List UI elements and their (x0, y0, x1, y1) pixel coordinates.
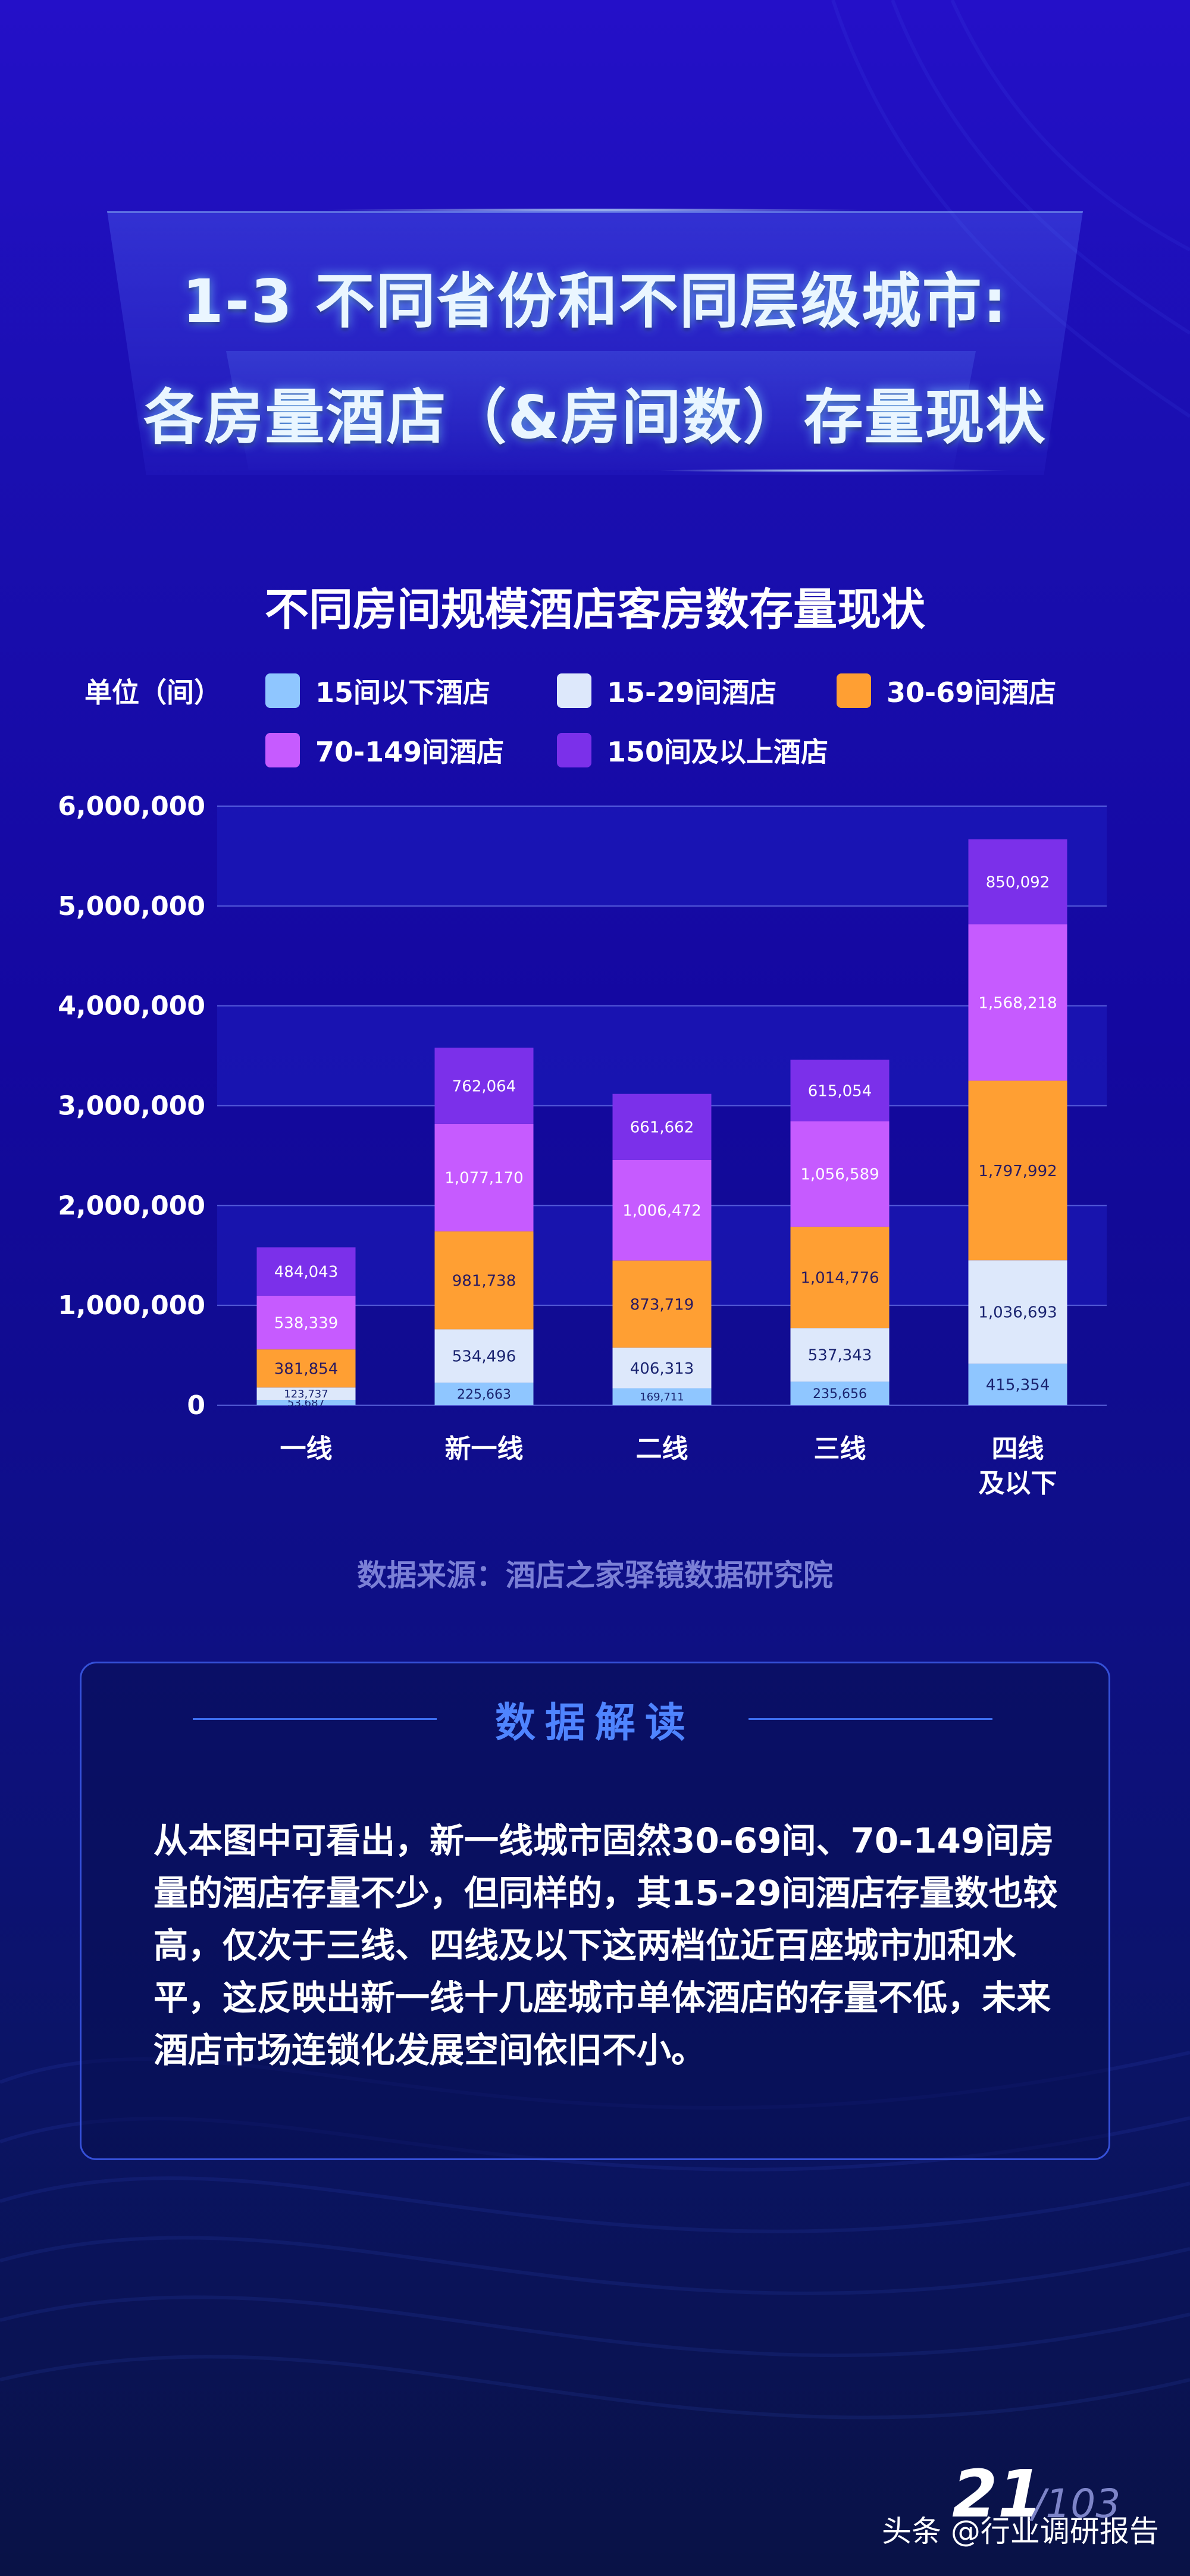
legend-label: 30-69间酒店 (887, 676, 1057, 709)
bar-data-label: 381,854 (274, 1361, 339, 1378)
y-tick-label: 0 (187, 1390, 205, 1421)
title-glow-top (321, 208, 869, 212)
reading-panel (80, 1662, 1110, 2160)
bar-data-label: 169,711 (640, 1391, 684, 1403)
bar-segment (256, 1247, 356, 1296)
legend-swatch (837, 673, 871, 708)
bar-data-label: 1,797,992 (978, 1162, 1057, 1180)
title-panel (107, 211, 1083, 475)
bar-segment (612, 1093, 712, 1160)
bar-data-label: 123,737 (284, 1388, 328, 1400)
bar-segment (790, 1060, 890, 1121)
bar-segment (790, 1226, 890, 1328)
bar-segment (256, 1349, 356, 1388)
bar-segment (434, 1123, 534, 1231)
reading-title: 数据解读 (494, 1700, 695, 1747)
data-source: 数据来源：酒店之家驿镜数据研究院 (357, 1558, 833, 1593)
x-tick-label: 一线 (280, 1434, 333, 1464)
page-title-line2: 各房量酒店（&房间数）存量现状 (143, 383, 1047, 452)
bar-data-label: 538,339 (274, 1314, 339, 1332)
reading-text: 从本图中可看出，新一线城市固然30-69间、70-149间房量的酒店存量不少，但… (154, 1820, 1058, 2070)
bar-segment (256, 1399, 356, 1405)
bar-segment (434, 1329, 534, 1383)
reading-rule-left (193, 1718, 437, 1720)
bar-data-label: 1,006,472 (622, 1202, 701, 1220)
grid-band (217, 1005, 1107, 1106)
bar-data-label: 615,054 (808, 1082, 872, 1100)
bar-data-label: 406,313 (630, 1360, 694, 1378)
bar-segment (968, 1364, 1067, 1405)
bar-segment (968, 1080, 1067, 1261)
bar-data-label: 981,738 (452, 1272, 516, 1290)
bar-segment (434, 1383, 534, 1405)
legend-item-70-149: 70-149间酒店 (265, 731, 504, 770)
y-tick-label: 6,000,000 (58, 791, 205, 822)
page-title-line1: 1-3 不同省份和不同层级城市: (182, 267, 1008, 336)
reading-rule-right (749, 1718, 992, 1720)
bar-segment (434, 1231, 534, 1330)
bar-segment (256, 1295, 356, 1350)
bar-data-label: 484,043 (274, 1264, 339, 1281)
bar-data-label: 1,014,776 (800, 1269, 879, 1287)
bar-data-label: 762,064 (452, 1077, 516, 1095)
legend-swatch (265, 733, 300, 767)
x-tick-label: 及以下 (979, 1468, 1057, 1499)
page-total: /103 (1032, 2481, 1121, 2527)
bar-segment (612, 1347, 712, 1389)
bar-data-label: 850,092 (986, 873, 1050, 891)
legend-unit-label: 单位（间） (84, 676, 221, 709)
bar-segment (790, 1121, 890, 1227)
bar-segment (968, 839, 1067, 925)
title-panel-inner (226, 351, 976, 470)
legend-label: 150间及以上酒店 (607, 736, 829, 768)
x-tick-label: 四线 (992, 1434, 1044, 1464)
y-tick-label: 3,000,000 (58, 1091, 205, 1121)
legend-swatch (265, 673, 300, 708)
bar-segment (968, 1260, 1067, 1364)
bar-data-label: 1,568,218 (978, 994, 1057, 1012)
bar-data-label: 873,719 (630, 1296, 694, 1314)
bar-segment (790, 1381, 890, 1405)
bar-data-label: 53,687 (287, 1397, 325, 1409)
bar-segment (612, 1159, 712, 1261)
bar-data-label: 225,663 (457, 1387, 511, 1402)
x-tick-label: 新一线 (445, 1434, 524, 1464)
y-tick-label: 1,000,000 (58, 1290, 205, 1321)
grid-band (217, 806, 1107, 906)
legend-item-30-69: 30-69间酒店 (837, 671, 1056, 710)
bar-data-label: 1,036,693 (978, 1304, 1057, 1322)
watermark: 头条 @行业调研报告 (882, 2514, 1159, 2549)
legend-item-150plus: 150间及以上酒店 (557, 731, 828, 770)
legend-label: 15-29间酒店 (607, 676, 777, 709)
x-tick-label: 三线 (814, 1434, 866, 1464)
bar-segment (612, 1388, 712, 1405)
legend-item-under15: 15间以下酒店 (265, 671, 490, 710)
y-tick-label: 5,000,000 (58, 891, 205, 922)
legend-item-15-29: 15-29间酒店 (557, 671, 776, 710)
bar-data-label: 534,496 (452, 1348, 516, 1366)
page-number: 21 (952, 2456, 1044, 2532)
x-tick-label: 二线 (636, 1434, 688, 1464)
bar-segment (256, 1387, 356, 1400)
bar-data-label: 1,056,589 (800, 1166, 879, 1184)
bar-data-label: 235,656 (813, 1387, 867, 1402)
bar-data-label: 661,662 (630, 1119, 694, 1137)
bar-segment (968, 924, 1067, 1081)
legend-swatch (557, 733, 591, 767)
legend-label: 15间以下酒店 (315, 676, 491, 709)
bar-segment (612, 1260, 712, 1348)
chart-title: 不同房间规模酒店客房数存量现状 (265, 584, 925, 635)
bar-segment (434, 1047, 534, 1124)
stacked-bar-chart: 0 1,000,000 2,000,000 3,000,000 4,000,000 5,0… (58, 791, 1107, 1499)
legend-label: 70-149间酒店 (315, 736, 505, 768)
legend-swatch (557, 673, 591, 708)
y-tick-label: 2,000,000 (58, 1190, 205, 1221)
bar-data-label: 415,354 (986, 1377, 1050, 1394)
y-tick-label: 4,000,000 (58, 991, 205, 1021)
bar-data-label: 537,343 (808, 1347, 872, 1365)
title-glow-bottom (654, 469, 1012, 472)
bar-data-label: 1,077,170 (444, 1170, 523, 1187)
bar-segment (790, 1328, 890, 1382)
